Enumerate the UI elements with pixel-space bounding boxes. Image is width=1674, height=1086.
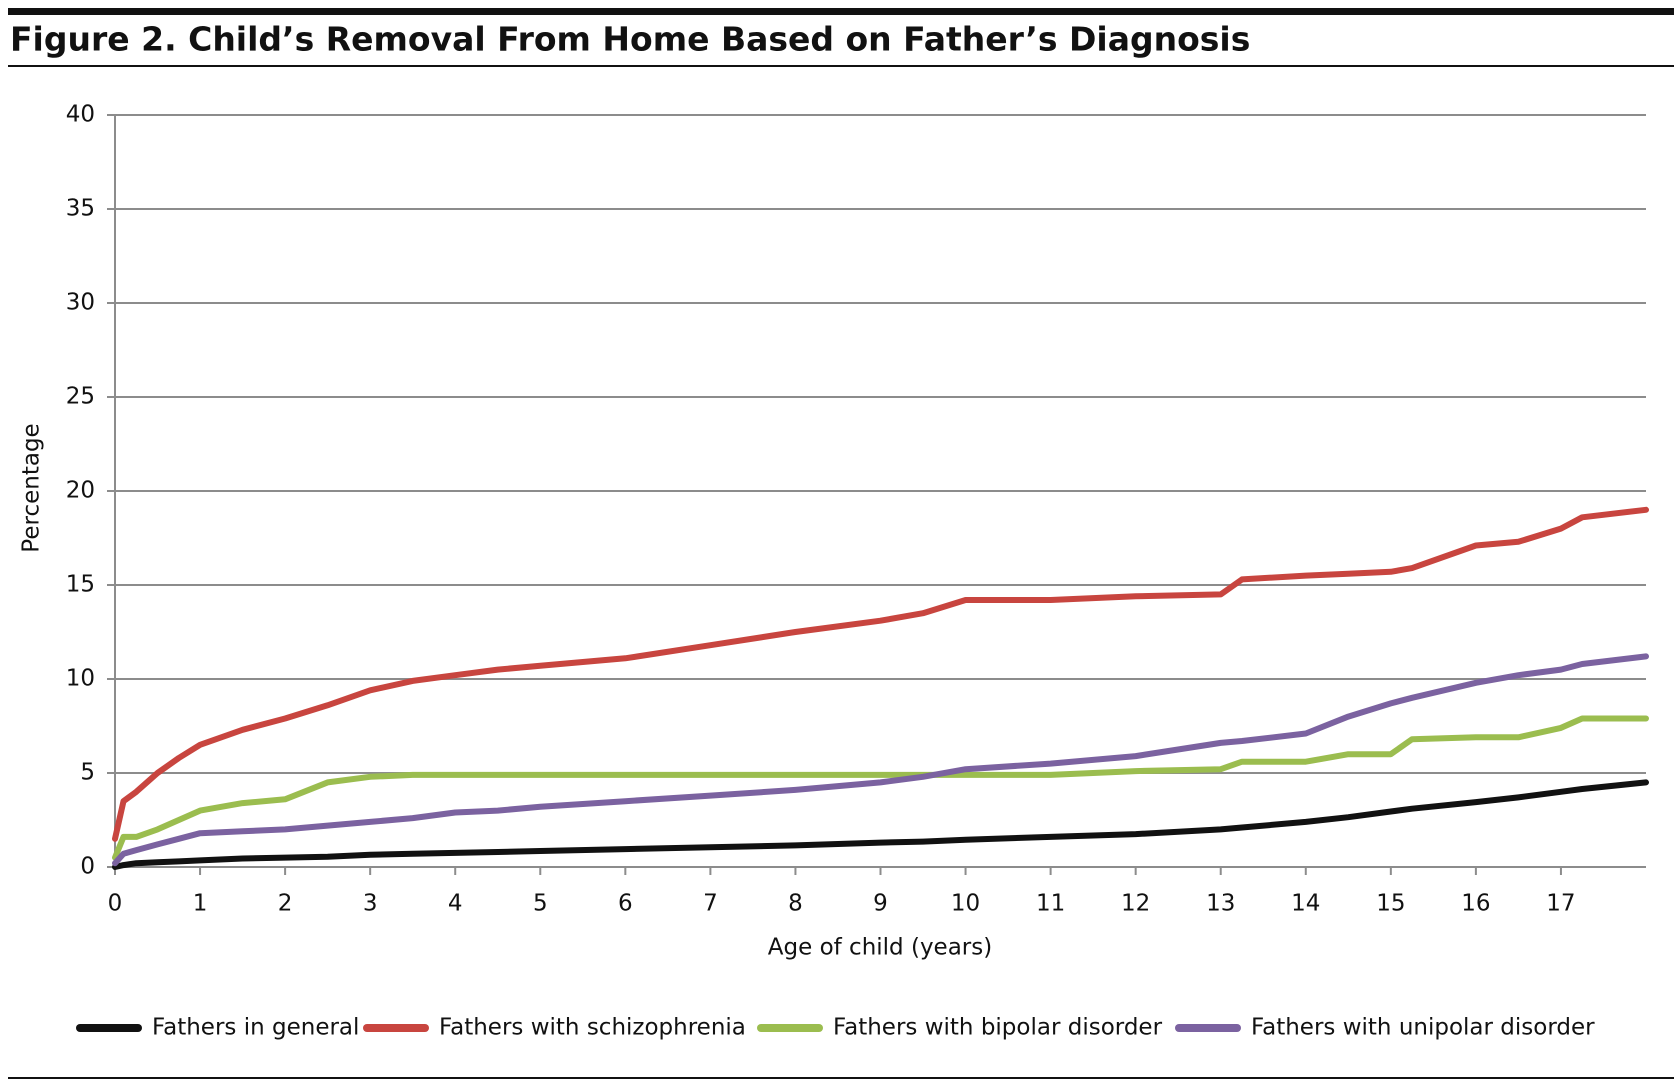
- x-tick-label: 5: [533, 891, 548, 917]
- legend-label: Fathers in general: [152, 1015, 359, 1041]
- series-line: [112, 779, 1649, 870]
- y-tick-label: 35: [66, 196, 95, 222]
- x-tick-label: 1: [193, 891, 208, 917]
- x-tick-label: 17: [1546, 891, 1575, 917]
- x-tick-label: 11: [1036, 891, 1065, 917]
- x-tick-label: 7: [703, 891, 718, 917]
- top-rule: [8, 8, 1674, 15]
- x-tick-label: 8: [788, 891, 803, 917]
- x-tick-label: 9: [873, 891, 888, 917]
- x-tick-label: 3: [363, 891, 378, 917]
- y-tick-label: 10: [66, 666, 95, 692]
- y-tick-label: 30: [66, 290, 95, 316]
- x-tick-label: 10: [951, 891, 980, 917]
- x-tick-label: 15: [1376, 891, 1405, 917]
- x-tick-label: 2: [278, 891, 293, 917]
- x-axis-label: Age of child (years): [768, 935, 992, 961]
- series-line: [112, 506, 1649, 842]
- bottom-rule: [8, 1077, 1674, 1079]
- y-axis-label: Percentage: [19, 423, 45, 552]
- legend-label: Fathers with bipolar disorder: [833, 1015, 1163, 1041]
- title-rule: [8, 65, 1674, 67]
- x-tick-label: 16: [1461, 891, 1490, 917]
- series-line: [112, 653, 1649, 867]
- y-tick-label: 5: [80, 760, 95, 786]
- legend-label: Fathers with unipolar disorder: [1251, 1015, 1595, 1041]
- chart-title: Figure 2. Child’s Removal From Home Base…: [10, 20, 1250, 59]
- x-tick-label: 14: [1291, 891, 1320, 917]
- series-line: [112, 715, 1649, 861]
- y-tick-label: 15: [66, 572, 95, 598]
- x-tick-label: 12: [1121, 891, 1150, 917]
- x-tick-label: 6: [618, 891, 633, 917]
- y-tick-label: 40: [66, 102, 95, 128]
- x-tick-label: 0: [108, 891, 123, 917]
- legend-label: Fathers with schizophrenia: [439, 1015, 746, 1041]
- x-tick-label: 4: [448, 891, 463, 917]
- y-tick-label: 0: [80, 854, 95, 880]
- y-tick-label: 25: [66, 384, 95, 410]
- x-tick-label: 13: [1206, 891, 1235, 917]
- y-tick-label: 20: [66, 478, 95, 504]
